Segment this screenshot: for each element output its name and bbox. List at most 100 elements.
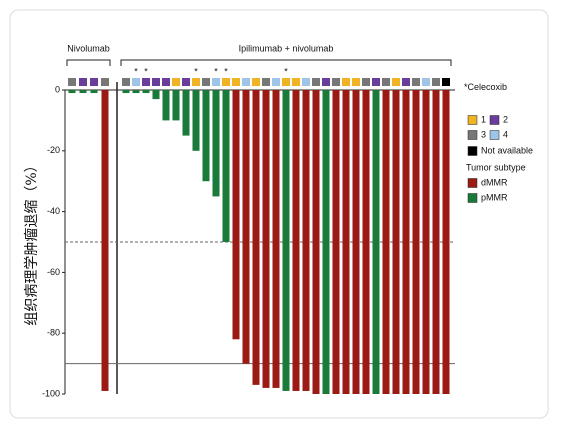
pdl1-square — [152, 78, 160, 86]
pdl1-square — [442, 78, 450, 86]
bar — [282, 90, 290, 391]
legend-swatch — [467, 178, 478, 188]
bar — [382, 90, 390, 394]
bar — [79, 90, 87, 94]
y-tick-label: -20 — [47, 145, 60, 155]
bar — [372, 90, 380, 394]
celecoxib-marker: * — [194, 66, 198, 76]
bar — [212, 90, 220, 197]
bar — [272, 90, 280, 388]
bar — [232, 90, 240, 340]
legend-swatch — [467, 130, 478, 140]
pdl1-square — [232, 78, 240, 86]
legend-marker: * — [464, 82, 468, 92]
pdl1-square — [302, 78, 310, 86]
y-tick-label: 0 — [55, 84, 60, 94]
pdl1-square — [202, 78, 210, 86]
pdl1-square — [101, 78, 109, 86]
bar — [292, 90, 300, 391]
bar — [402, 90, 410, 394]
bar — [192, 90, 200, 151]
pdl1-square — [342, 78, 350, 86]
pdl1-square — [292, 78, 300, 86]
bar — [202, 90, 210, 182]
pdl1-square — [262, 78, 270, 86]
celecoxib-marker: * — [284, 66, 288, 76]
pdl1-square — [312, 78, 320, 86]
legend-label: pMMR — [481, 192, 508, 202]
bar — [362, 90, 370, 394]
bar — [302, 90, 310, 391]
pdl1-square — [222, 78, 230, 86]
pdl1-square — [332, 78, 340, 86]
y-tick-label: -40 — [47, 206, 60, 216]
pdl1-square — [182, 78, 190, 86]
y-axis-label: 组织病理学肿瘤退缩（%） — [23, 158, 40, 325]
bar — [262, 90, 270, 388]
legend-label: dMMR — [481, 177, 508, 187]
pdl1-square — [362, 78, 370, 86]
bar — [412, 90, 420, 394]
pdl1-square — [172, 78, 180, 86]
pdl1-square — [242, 78, 250, 86]
pdl1-square — [352, 78, 360, 86]
group-label: Ipilimumab + nivolumab — [239, 43, 334, 53]
group-bracket — [120, 59, 452, 66]
bar — [68, 90, 76, 94]
y-tick-label: -80 — [47, 328, 60, 338]
bar — [101, 90, 109, 391]
celecoxib-marker: * — [214, 66, 218, 76]
pdl1-square — [79, 78, 87, 86]
bar — [242, 90, 250, 364]
bar — [392, 90, 400, 394]
legend-swatch — [467, 146, 478, 156]
bar — [172, 90, 180, 121]
pdl1-square — [252, 78, 260, 86]
pdl1-square — [412, 78, 420, 86]
y-tick-label: -60 — [47, 267, 60, 277]
celecoxib-legend: *Celecoxib — [464, 82, 507, 92]
group-label: Nivolumab — [67, 43, 110, 53]
bar — [252, 90, 260, 385]
pdl1-square — [272, 78, 280, 86]
legend-label: 1 — [481, 114, 486, 124]
pdl1-square — [142, 78, 150, 86]
bar — [442, 90, 450, 394]
legend-swatch — [467, 115, 478, 125]
pdl1-square — [392, 78, 400, 86]
bar — [332, 90, 340, 394]
pdl1-square — [192, 78, 200, 86]
pdl1-square — [122, 78, 130, 86]
pdl1-square — [282, 78, 290, 86]
bar — [432, 90, 440, 394]
bar — [312, 90, 320, 394]
celecoxib-marker: * — [224, 66, 228, 76]
legend-swatch — [489, 115, 500, 125]
bar — [132, 90, 140, 94]
celecoxib-marker: * — [144, 66, 148, 76]
legend-title: Tumor subtype — [466, 162, 526, 172]
bar — [222, 90, 230, 242]
bar — [90, 90, 98, 94]
bar — [322, 90, 330, 394]
celecoxib-marker: * — [134, 66, 138, 76]
pdl1-square — [382, 78, 390, 86]
pdl1-square — [422, 78, 430, 86]
group-bracket — [66, 59, 111, 66]
bar — [122, 90, 130, 94]
pdl1-square — [432, 78, 440, 86]
legend-label: 4 — [503, 129, 508, 139]
legend-swatch — [489, 130, 500, 140]
pdl1-square — [68, 78, 76, 86]
pdl1-square — [372, 78, 380, 86]
bar — [422, 90, 430, 394]
legend-label: 2 — [503, 114, 508, 124]
bar — [342, 90, 350, 394]
bar — [142, 90, 150, 94]
pdl1-square — [90, 78, 98, 86]
bar — [162, 90, 170, 121]
bar — [352, 90, 360, 394]
bar — [182, 90, 190, 136]
legend-label: Not available — [481, 145, 533, 155]
